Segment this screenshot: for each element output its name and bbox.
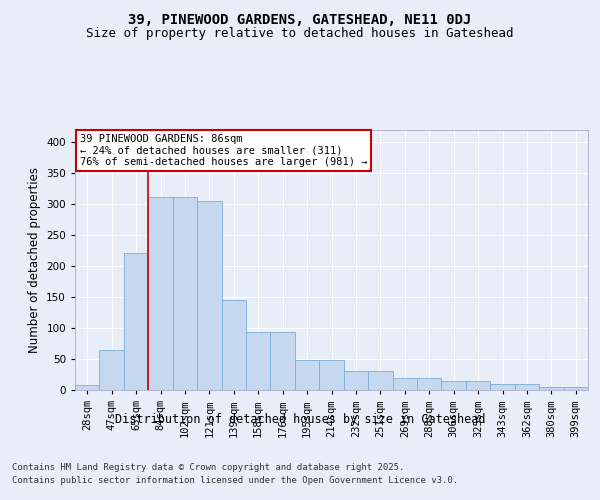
Text: Size of property relative to detached houses in Gateshead: Size of property relative to detached ho… bbox=[86, 28, 514, 40]
Bar bbox=[392, 378, 417, 390]
Bar bbox=[173, 198, 197, 390]
Bar bbox=[271, 332, 295, 390]
Bar bbox=[417, 378, 442, 390]
Bar bbox=[344, 372, 368, 390]
Bar bbox=[442, 382, 466, 390]
Bar bbox=[197, 201, 221, 390]
Bar bbox=[221, 300, 246, 390]
Bar bbox=[466, 382, 490, 390]
Bar bbox=[515, 384, 539, 390]
Text: Contains HM Land Registry data © Crown copyright and database right 2025.: Contains HM Land Registry data © Crown c… bbox=[12, 462, 404, 471]
Text: 39 PINEWOOD GARDENS: 86sqm
← 24% of detached houses are smaller (311)
76% of sem: 39 PINEWOOD GARDENS: 86sqm ← 24% of deta… bbox=[80, 134, 368, 167]
Bar bbox=[148, 198, 173, 390]
Bar bbox=[563, 387, 588, 390]
Text: Contains public sector information licensed under the Open Government Licence v3: Contains public sector information licen… bbox=[12, 476, 458, 485]
Text: Distribution of detached houses by size in Gateshead: Distribution of detached houses by size … bbox=[115, 412, 485, 426]
Text: 39, PINEWOOD GARDENS, GATESHEAD, NE11 0DJ: 39, PINEWOOD GARDENS, GATESHEAD, NE11 0D… bbox=[128, 12, 472, 26]
Bar bbox=[368, 372, 392, 390]
Bar bbox=[246, 332, 271, 390]
Bar bbox=[100, 350, 124, 390]
Bar bbox=[295, 360, 319, 390]
Y-axis label: Number of detached properties: Number of detached properties bbox=[28, 167, 41, 353]
Bar bbox=[490, 384, 515, 390]
Bar bbox=[124, 252, 148, 390]
Bar bbox=[319, 360, 344, 390]
Bar bbox=[539, 387, 563, 390]
Bar bbox=[75, 385, 100, 390]
